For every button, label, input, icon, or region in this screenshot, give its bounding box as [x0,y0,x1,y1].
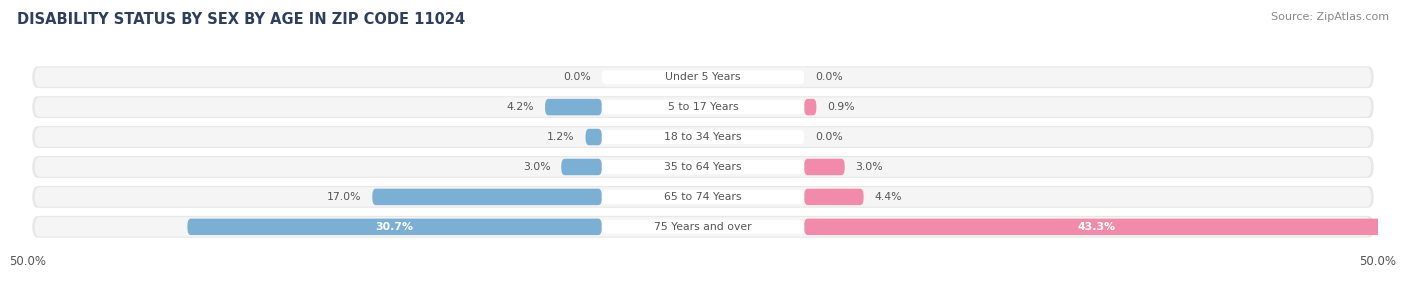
FancyBboxPatch shape [35,67,1371,87]
Text: 3.0%: 3.0% [523,162,551,172]
Text: 5 to 17 Years: 5 to 17 Years [668,102,738,112]
Text: 4.4%: 4.4% [875,192,901,202]
FancyBboxPatch shape [602,220,804,234]
Text: 0.0%: 0.0% [564,72,591,82]
Text: DISABILITY STATUS BY SEX BY AGE IN ZIP CODE 11024: DISABILITY STATUS BY SEX BY AGE IN ZIP C… [17,12,465,27]
FancyBboxPatch shape [32,156,1374,178]
FancyBboxPatch shape [32,66,1374,88]
Text: 17.0%: 17.0% [328,192,361,202]
FancyBboxPatch shape [35,97,1371,117]
Text: 43.3%: 43.3% [1077,222,1115,232]
FancyBboxPatch shape [602,130,804,144]
FancyBboxPatch shape [187,219,602,235]
FancyBboxPatch shape [32,126,1374,148]
Text: 4.2%: 4.2% [506,102,534,112]
FancyBboxPatch shape [602,70,804,84]
FancyBboxPatch shape [32,96,1374,118]
Text: 18 to 34 Years: 18 to 34 Years [664,132,742,142]
Text: 0.9%: 0.9% [827,102,855,112]
Text: 0.0%: 0.0% [815,132,842,142]
FancyBboxPatch shape [32,186,1374,208]
FancyBboxPatch shape [35,217,1371,237]
Text: 0.0%: 0.0% [815,72,842,82]
Text: 3.0%: 3.0% [855,162,883,172]
FancyBboxPatch shape [546,99,602,115]
Text: Source: ZipAtlas.com: Source: ZipAtlas.com [1271,12,1389,22]
FancyBboxPatch shape [373,189,602,205]
FancyBboxPatch shape [32,216,1374,238]
FancyBboxPatch shape [585,129,602,145]
Text: 75 Years and over: 75 Years and over [654,222,752,232]
FancyBboxPatch shape [602,160,804,174]
FancyBboxPatch shape [35,127,1371,147]
Text: 35 to 64 Years: 35 to 64 Years [664,162,742,172]
FancyBboxPatch shape [804,189,863,205]
Text: 65 to 74 Years: 65 to 74 Years [664,192,742,202]
FancyBboxPatch shape [561,159,602,175]
FancyBboxPatch shape [804,219,1389,235]
Text: Under 5 Years: Under 5 Years [665,72,741,82]
FancyBboxPatch shape [35,157,1371,177]
FancyBboxPatch shape [35,187,1371,207]
FancyBboxPatch shape [602,100,804,114]
FancyBboxPatch shape [804,159,845,175]
Text: 30.7%: 30.7% [375,222,413,232]
FancyBboxPatch shape [804,99,817,115]
Text: 1.2%: 1.2% [547,132,575,142]
FancyBboxPatch shape [602,190,804,204]
